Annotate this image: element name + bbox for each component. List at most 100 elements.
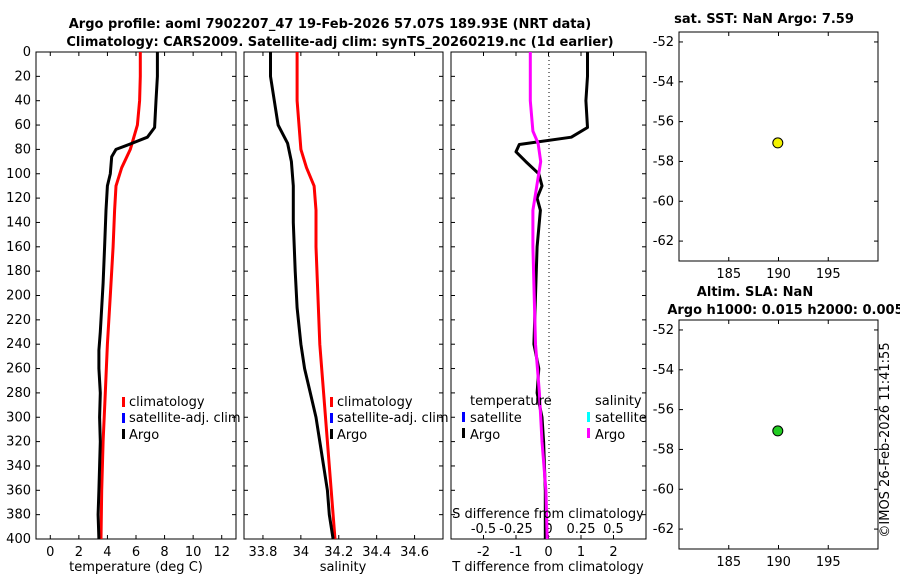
temp-legend-argo: Argo <box>129 428 159 443</box>
temp-xtick-label: 0 <box>46 545 54 560</box>
diff-top-tick-label: 0.25 <box>567 522 596 537</box>
temp-xtick-label: 6 <box>132 545 140 560</box>
depth-tick-label: 300 <box>6 410 31 425</box>
difference-top-ticks: -0.5 -0.25 0 0.25 0.5 <box>471 522 624 537</box>
depth-tick-label: 200 <box>6 289 31 304</box>
diff-top-tick-label: 0.5 <box>603 522 624 537</box>
sst-ytick-label: -52 <box>653 35 674 50</box>
diff-legend-s-satellite: satellite <box>595 411 647 426</box>
difference-top-xlabel: S difference from climatology <box>452 507 644 522</box>
diff-legend-temperature-title: temperature <box>470 394 552 409</box>
depth-tick-label: 340 <box>6 459 31 474</box>
salinity-axes-box <box>243 51 444 540</box>
depth-tick-label: 20 <box>14 69 31 84</box>
depth-tick-label: 160 <box>6 240 31 255</box>
depth-tick-label: 280 <box>6 386 31 401</box>
difference-legend-temperature: temperature satellite Argo <box>462 394 552 443</box>
temperature-legend: climatology satellite-adj. clim Argo <box>122 395 241 443</box>
temperature-x-ticks: 0 2 4 6 8 10 12 <box>46 52 230 560</box>
temperature-panel: 0204060801001201401601802002202402602803… <box>6 45 240 575</box>
sal-legend-swatch-argo <box>330 429 333 439</box>
sst-x-ticks: 185 190 195 <box>716 32 841 282</box>
salinity-xlabel: salinity <box>320 560 367 575</box>
difference-lines <box>514 52 589 540</box>
depth-tick-label: 380 <box>6 508 31 523</box>
sla-ytick-label: -58 <box>653 442 674 457</box>
sst-ytick-label: -58 <box>653 154 674 169</box>
temp-series-climatology <box>99 52 142 540</box>
depth-tick-label: 400 <box>6 532 31 547</box>
timestamp-watermark: ©IMOS 26-Feb-2026 11:41:55 <box>878 342 893 537</box>
diff-legend-swatch-s-argo <box>587 428 590 438</box>
temp-xtick-label: 12 <box>213 545 230 560</box>
sla-ytick-label: -62 <box>653 522 674 537</box>
sal-legend-satellite-adj: satellite-adj. clim <box>337 411 449 426</box>
sst-ytick-label: -54 <box>653 75 674 90</box>
diff-xtick-label: 0 <box>544 545 552 560</box>
sal-legend-climatology: climatology <box>337 395 413 410</box>
diff-legend-salinity-title: salinity <box>595 394 642 409</box>
difference-legend-salinity: salinity satellite Argo <box>587 394 647 443</box>
figure-title-line1: Argo profile: aoml 7902207_47 19-Feb-202… <box>69 17 591 32</box>
sla-xtick-label: 185 <box>716 555 741 570</box>
temp-legend-swatch-argo <box>122 429 125 439</box>
diff-xtick-label: 2 <box>609 545 617 560</box>
depth-tick-label: 240 <box>6 337 31 352</box>
difference-axes-box <box>450 51 647 540</box>
sst-ytick-label: -62 <box>653 234 674 249</box>
sla-xtick-label: 195 <box>816 555 841 570</box>
sla-ytick-label: -60 <box>653 482 674 497</box>
temp-legend-climatology: climatology <box>129 395 205 410</box>
sal-xtick-label: 34.4 <box>362 545 391 560</box>
temp-legend-swatch-climatology <box>122 397 125 407</box>
sst-xtick-label: 190 <box>766 267 791 282</box>
temp-xtick-label: 10 <box>185 545 202 560</box>
sla-x-ticks: 185 190 195 <box>716 320 841 570</box>
temp-xtick-label: 4 <box>103 545 111 560</box>
temp-legend-satellite-adj: satellite-adj. clim <box>129 411 241 426</box>
salinity-y-ticks <box>244 51 443 540</box>
sal-xtick-label: 33.8 <box>248 545 277 560</box>
sst-map-panel: sat. SST: NaN Argo: 7.59 -52 -54 -56 -58 -60… <box>653 12 879 282</box>
sst-argo-position-marker <box>772 137 784 149</box>
diff-legend-swatch-s-satellite <box>587 412 590 422</box>
sst-xtick-label: 195 <box>816 267 841 282</box>
temp-xtick-label: 2 <box>75 545 83 560</box>
diff-top-tick-label: -0.25 <box>499 522 533 537</box>
depth-tick-label: 80 <box>14 142 31 157</box>
salinity-panel: 33.8 34 34.2 34.4 34.6 salinity climatology … <box>243 51 449 575</box>
difference-xlabel: T difference from climatology <box>451 560 644 575</box>
sal-xtick-label: 34.2 <box>324 545 353 560</box>
temperature-xlabel: temperature (deg C) <box>69 560 203 575</box>
difference-x-ticks: -2 -1 0 1 2 <box>477 52 618 560</box>
depth-tick-label: 220 <box>6 313 31 328</box>
sal-xtick-label: 34 <box>293 545 310 560</box>
sla-points <box>772 425 784 437</box>
depth-tick-label: 140 <box>6 215 31 230</box>
sal-series-climatology <box>295 52 337 540</box>
difference-panel: -2 -1 0 1 2 -0.5 -0.25 0 0.25 0.5 T difference f… <box>450 51 647 575</box>
diff-xtick-label: -2 <box>477 545 490 560</box>
sal-legend-swatch-climatology <box>330 397 333 407</box>
temp-legend-swatch-satellite-adj <box>122 413 125 423</box>
depth-tick-label: 320 <box>6 435 31 450</box>
sal-legend-argo: Argo <box>337 428 367 443</box>
salinity-x-ticks: 33.8 34 34.2 34.4 34.6 <box>248 52 429 560</box>
sst-ytick-label: -60 <box>653 194 674 209</box>
depth-tick-label: 120 <box>6 191 31 206</box>
sal-xtick-label: 34.6 <box>400 545 429 560</box>
sal-series-argo <box>269 52 335 540</box>
depth-tick-label: 60 <box>14 118 31 133</box>
depth-tick-label: 180 <box>6 264 31 279</box>
diff-top-tick-label: -0.5 <box>471 522 496 537</box>
diff-legend-swatch-t-satellite <box>462 412 465 422</box>
salinity-legend: climatology satellite-adj. clim Argo <box>330 395 449 443</box>
sst-y-ticks: -52 -54 -56 -58 -60 -62 <box>653 35 878 249</box>
diff-series-t-difference-argo <box>514 52 589 539</box>
depth-tick-label: 0 <box>23 45 31 60</box>
sla-map-title-line1: Altim. SLA: NaN <box>697 285 813 300</box>
sla-map-panel: Altim. SLA: NaN Argo h1000: 0.015 h2000:… <box>653 285 900 570</box>
temperature-y-ticks: 0 20 40 60 80 100 120 140 160 180 200 220 240 260 280 3… <box>6 45 236 547</box>
sst-map-title: sat. SST: NaN Argo: 7.59 <box>674 12 854 27</box>
